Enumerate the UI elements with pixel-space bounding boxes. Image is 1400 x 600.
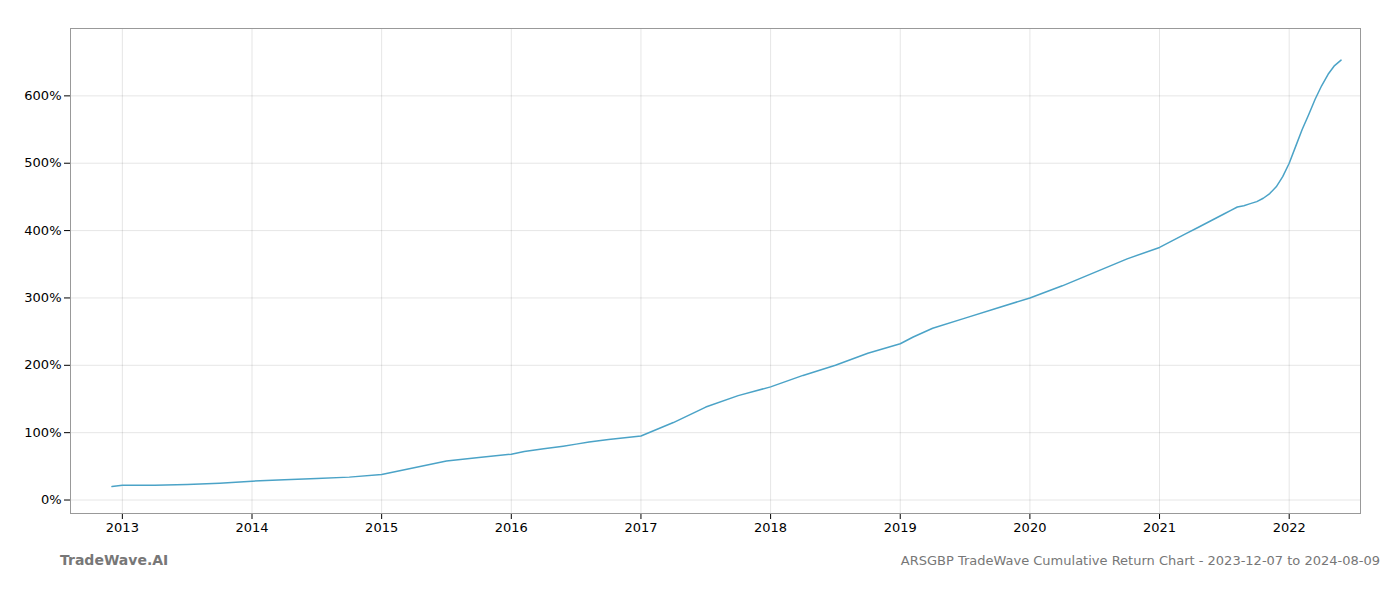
svg-text:2018: 2018 <box>754 520 787 535</box>
svg-text:2021: 2021 <box>1143 520 1176 535</box>
svg-text:2014: 2014 <box>235 520 268 535</box>
svg-text:2017: 2017 <box>624 520 657 535</box>
svg-text:2020: 2020 <box>1013 520 1046 535</box>
html-text:ARSGBP TradeWave Cumulative Re: ARSGBP TradeWave Cumulative Return Chart… <box>900 553 1380 568</box>
svg-text:2015: 2015 <box>365 520 398 535</box>
svg-text:400%: 400% <box>24 223 61 238</box>
svg-text:100%: 100% <box>24 425 61 440</box>
svg-text:0%: 0% <box>41 492 62 507</box>
svg-text:2013: 2013 <box>106 520 139 535</box>
svg-text:2019: 2019 <box>884 520 917 535</box>
svg-text:300%: 300% <box>24 290 61 305</box>
html-text:TradeWave.AI: TradeWave.AI <box>60 552 169 568</box>
svg-text:500%: 500% <box>24 155 61 170</box>
svg-text:2016: 2016 <box>495 520 528 535</box>
svg-text:200%: 200% <box>24 357 61 372</box>
svg-text:600%: 600% <box>24 88 61 103</box>
svg-text:2022: 2022 <box>1273 520 1306 535</box>
